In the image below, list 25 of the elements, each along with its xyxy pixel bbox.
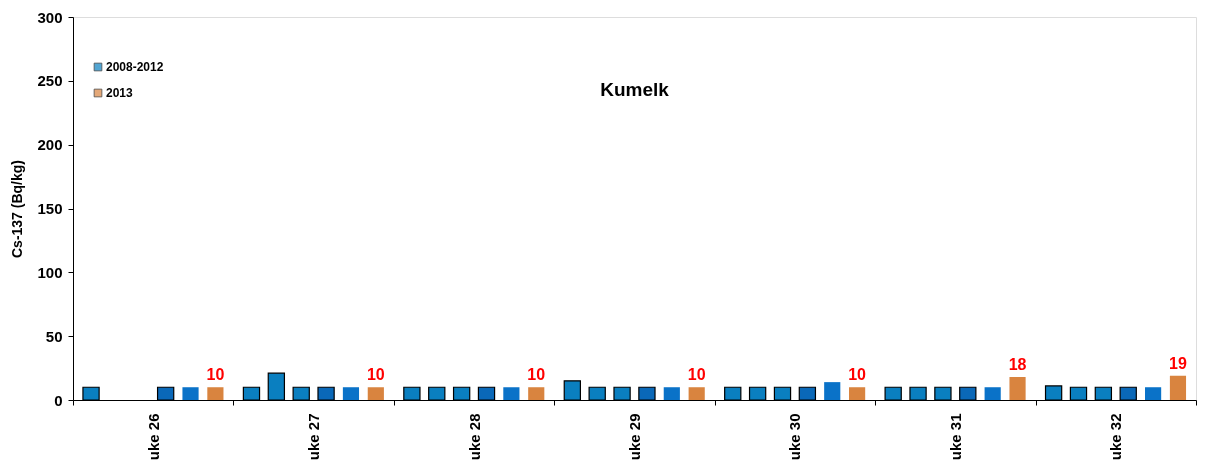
y-tick-label: 50 <box>45 327 63 345</box>
x-tick-label: uke 31 <box>946 413 964 461</box>
data-label: 10 <box>206 366 225 384</box>
y-tick-label: 100 <box>37 263 63 281</box>
data-label: 10 <box>366 366 385 384</box>
data-label: 10 <box>848 366 867 384</box>
x-tick-label: uke 29 <box>626 413 643 461</box>
y-tick-label: 250 <box>37 72 63 90</box>
x-tick-label: uke 27 <box>305 413 323 461</box>
data-label: 19 <box>1169 354 1187 372</box>
x-tick-label: uke 30 <box>786 413 804 461</box>
legend-label: 2013 <box>106 86 134 100</box>
y-tick-label: 0 <box>54 391 63 409</box>
data-label: 18 <box>1008 356 1027 374</box>
y-tick-label: 200 <box>37 136 63 154</box>
x-tick-label: uke 32 <box>1107 413 1125 461</box>
text: Kumelk <box>600 79 670 100</box>
x-tick-label: uke 26 <box>144 413 162 461</box>
data-label: 10 <box>687 366 706 384</box>
data-label: 10 <box>527 366 546 384</box>
y-tick-label: 150 <box>37 200 63 217</box>
legend-label: 2008-2012 <box>106 60 164 74</box>
y-tick-label: 300 <box>37 8 63 26</box>
x-tick-label: uke 28 <box>465 413 483 461</box>
y-axis-title: Cs-137 (Bq/kg) <box>9 159 26 259</box>
